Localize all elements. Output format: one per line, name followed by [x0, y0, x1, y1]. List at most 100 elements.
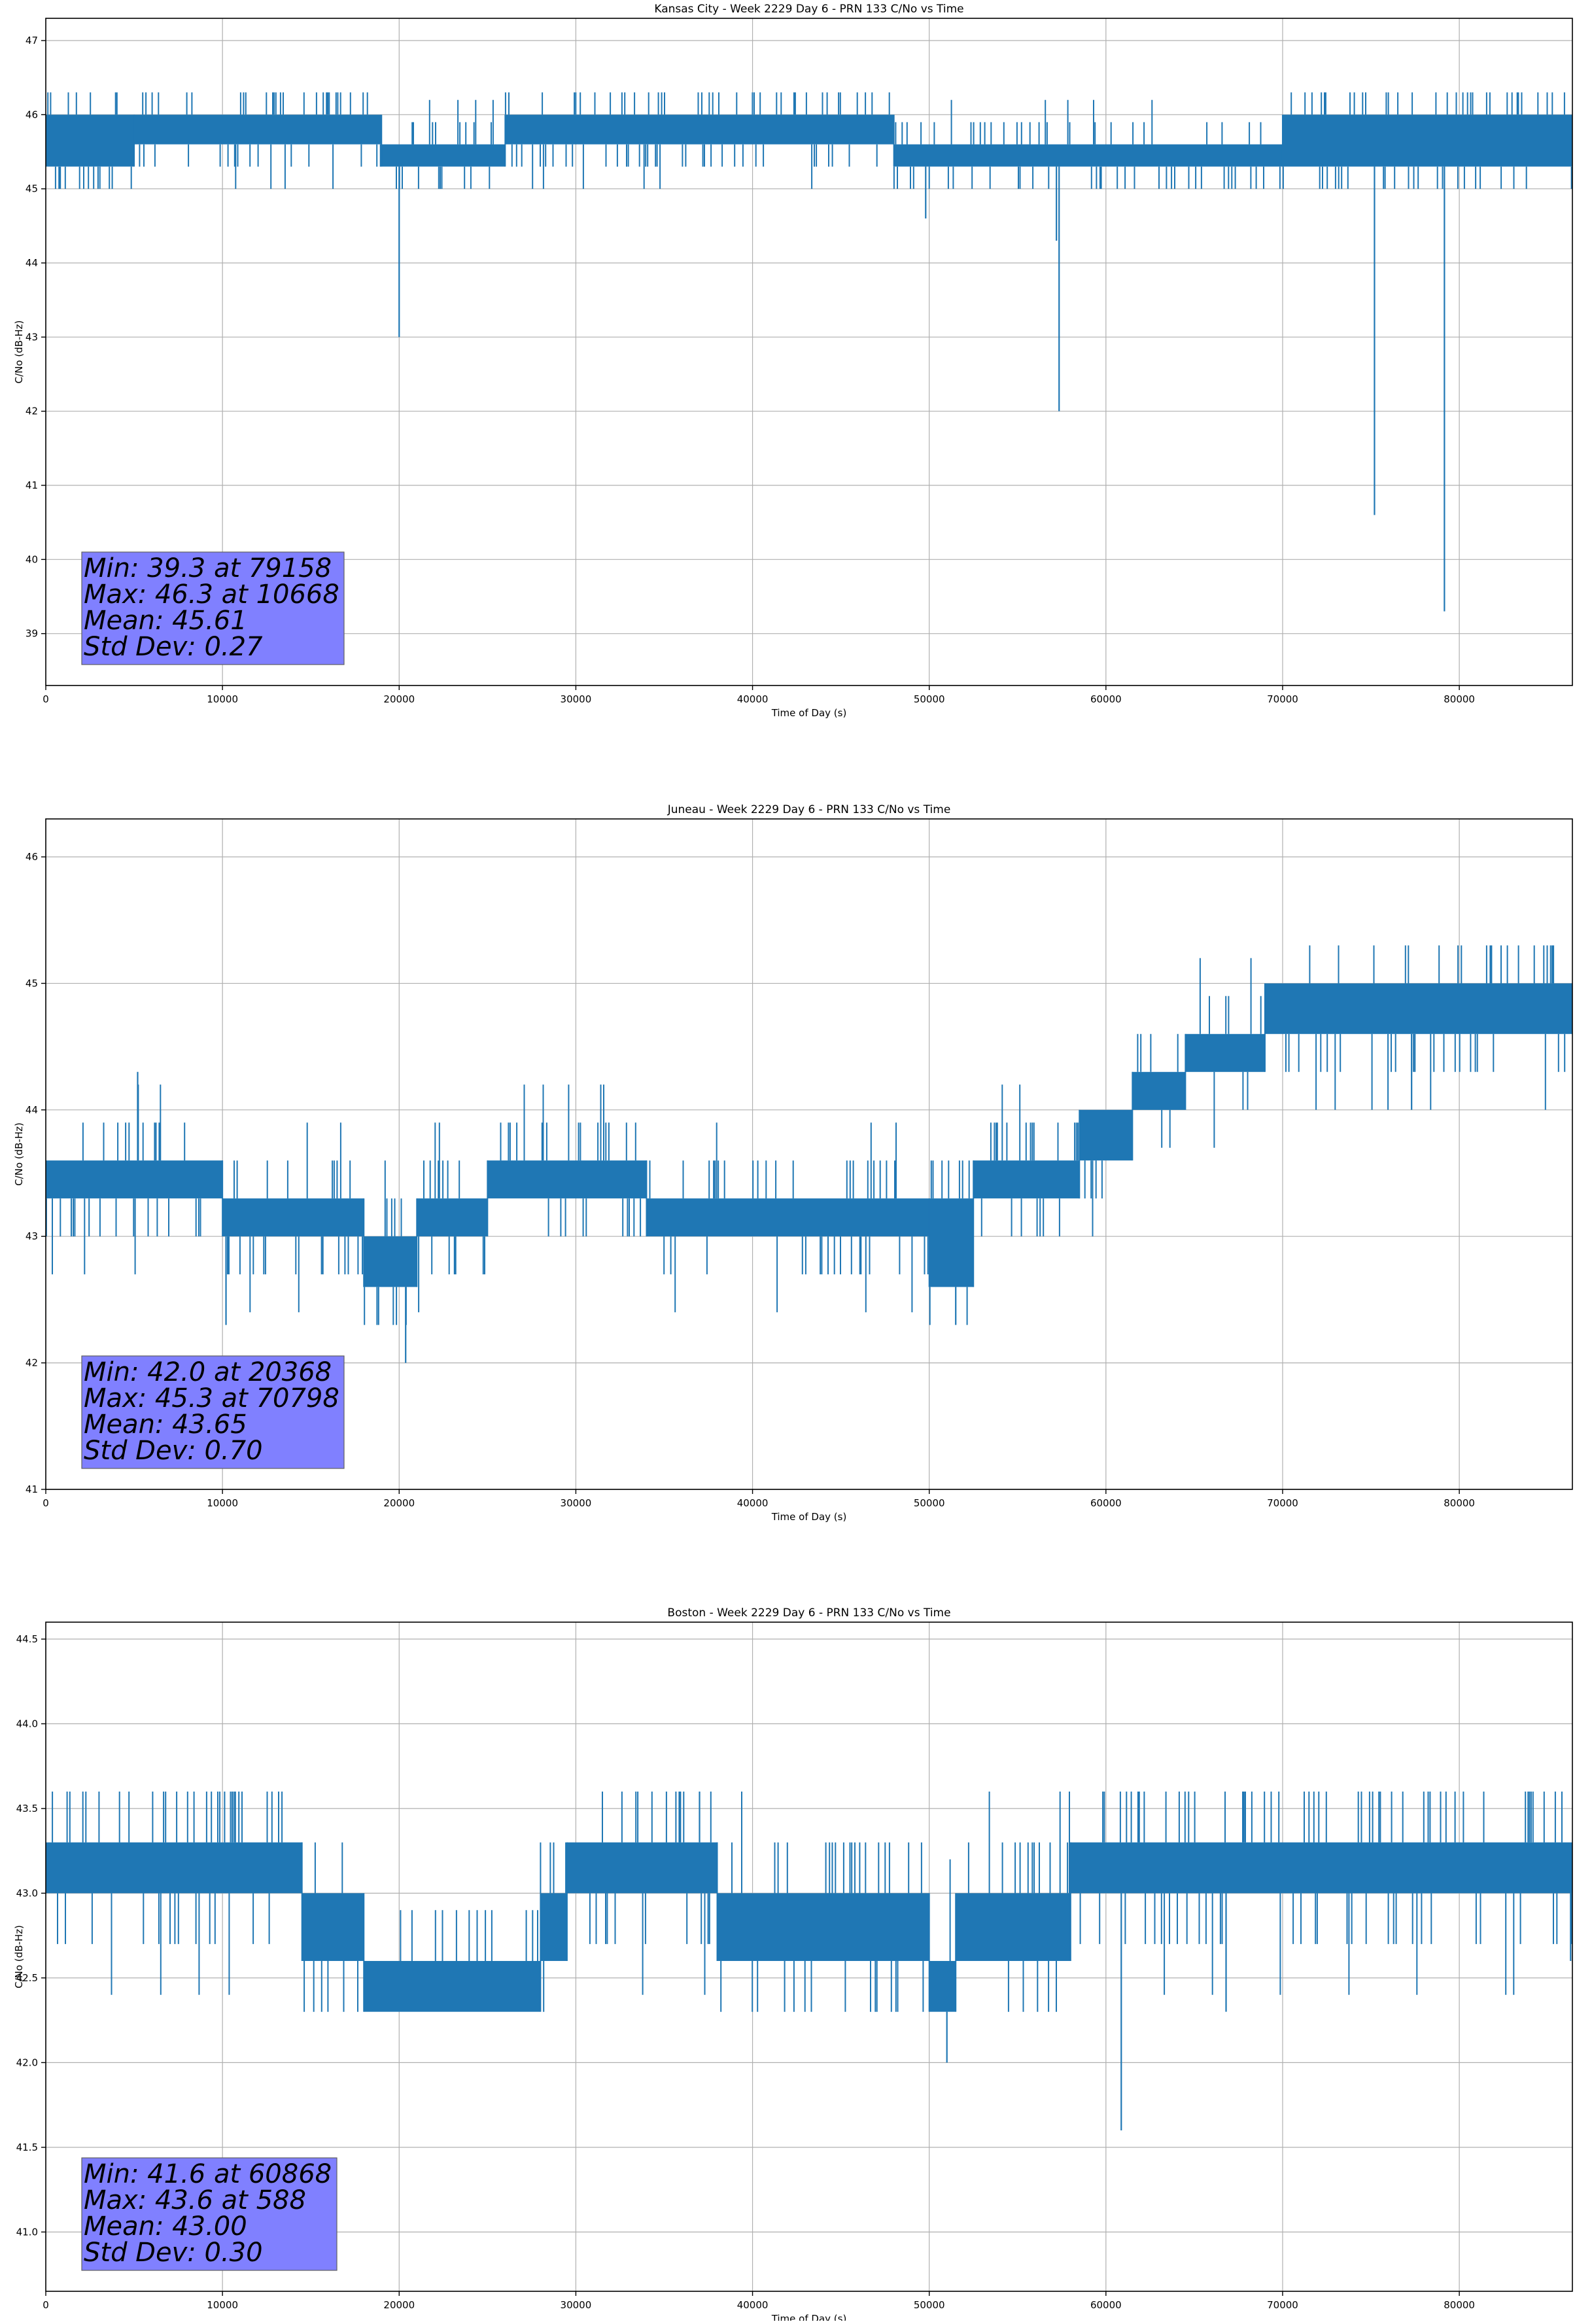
y-axis-label: C/No (dB-Hz): [13, 1122, 25, 1186]
series-band: [1070, 1842, 1572, 1894]
series-noise: [47, 92, 1572, 189]
x-tick-label: 30000: [561, 2299, 592, 2311]
series-band: [1282, 114, 1572, 167]
series-line: [46, 92, 1572, 612]
stats-line: Max: 45.3 at 70798: [84, 1383, 339, 1413]
stats-text: Min: 42.0 at 20368 Max: 45.3 at 70798 Mean…: [84, 1357, 339, 1466]
y-tick-label: 44.5: [16, 1633, 38, 1645]
y-tick-label: 41: [26, 479, 38, 491]
stats-text: Min: 41.6 at 60868 Max: 43.6 at 588 Mean: …: [84, 2159, 332, 2268]
chart-title: Kansas City - Week 2229 Day 6 - PRN 133 …: [654, 3, 963, 16]
y-tick-label: 42: [26, 1357, 38, 1369]
y-tick-label: 42.5: [16, 1972, 38, 1984]
x-tick-label: 40000: [737, 693, 769, 705]
x-tick-label: 50000: [914, 693, 945, 705]
x-tick-label: 30000: [561, 693, 592, 705]
x-tick-label: 80000: [1444, 1497, 1475, 1509]
x-tick-label: 0: [43, 2299, 49, 2311]
stats-line: Std Dev: 0.70: [84, 1436, 263, 1466]
stats-line: Max: 46.3 at 10668: [84, 580, 339, 610]
y-tick-label: 44: [26, 257, 38, 269]
stats-box: [81, 551, 345, 665]
stats-line: Mean: 45.61: [84, 606, 247, 636]
y-tick-label: 41: [26, 1483, 38, 1495]
series-band: [46, 1160, 223, 1199]
series-band: [1185, 1033, 1265, 1072]
stats-line: Mean: 43.65: [84, 1410, 247, 1440]
stats-line: Mean: 43.00: [84, 2211, 247, 2242]
y-tick-label: 44: [26, 1104, 38, 1116]
series-band: [893, 144, 1283, 167]
plot-frame: [45, 1622, 1573, 2292]
stats-box: [81, 2157, 338, 2271]
y-tick-label: 43.0: [16, 1887, 38, 1899]
stats-line: Max: 43.6 at 588: [84, 2185, 306, 2215]
y-tick-label: 40: [26, 553, 38, 565]
x-tick-label: 40000: [737, 1497, 769, 1509]
stats-line: Min: 42.0 at 20368: [84, 1357, 332, 1387]
x-tick-label: 50000: [914, 1497, 945, 1509]
y-tick-label: 39: [26, 628, 38, 640]
series-band: [222, 1198, 364, 1237]
series-band: [540, 1893, 567, 1961]
y-tick-label: 43: [26, 1230, 38, 1242]
series-band: [364, 1236, 417, 1287]
x-tick-label: 10000: [207, 1497, 238, 1509]
y-tick-label: 46: [26, 109, 38, 120]
stats-line: Std Dev: 0.27: [84, 632, 263, 662]
plot-frame: [45, 18, 1573, 686]
series-band: [487, 1160, 647, 1199]
series-band: [46, 1842, 302, 1894]
x-tick-label: 10000: [207, 693, 238, 705]
y-tick-label: 45: [26, 977, 38, 989]
series-band: [1264, 983, 1572, 1034]
series-band: [929, 1960, 956, 2012]
x-tick-label: 0: [43, 693, 49, 705]
x-axis-label: Time of Day (s): [771, 2313, 847, 2321]
stats-line: Min: 41.6 at 60868: [84, 2159, 332, 2189]
series-band: [1132, 1071, 1186, 1110]
x-tick-label: 60000: [1090, 693, 1122, 705]
y-tick-label: 41.5: [16, 2142, 38, 2153]
y-axis-label: C/No (dB-Hz): [13, 321, 25, 384]
stats-line: Std Dev: 0.30: [84, 2238, 263, 2268]
y-tick-label: 44.0: [16, 1718, 38, 1729]
chart-title: Juneau - Week 2229 Day 6 - PRN 133 C/No …: [667, 803, 951, 816]
series-noise: [46, 945, 1566, 1325]
x-axis-label: Time of Day (s): [771, 707, 847, 719]
series-line: [46, 1791, 1572, 2130]
series-band: [364, 1960, 541, 2012]
series-band: [134, 114, 382, 145]
series-band: [417, 1198, 488, 1237]
chart-title: Boston - Week 2229 Day 6 - PRN 133 C/No …: [667, 1606, 950, 1620]
x-axis-label: Time of Day (s): [771, 1511, 847, 1523]
x-tick-label: 40000: [737, 2299, 769, 2311]
y-tick-label: 43: [26, 331, 38, 343]
y-tick-label: 41.0: [16, 2226, 38, 2238]
x-tick-label: 70000: [1267, 1497, 1298, 1509]
series-band: [566, 1842, 718, 1894]
y-tick-label: 46: [26, 851, 38, 863]
x-tick-label: 80000: [1444, 693, 1475, 705]
series-band: [505, 114, 894, 145]
x-tick-label: 20000: [383, 1497, 415, 1509]
x-tick-label: 70000: [1267, 2299, 1298, 2311]
x-tick-label: 60000: [1090, 2299, 1122, 2311]
series-band: [302, 1893, 364, 1961]
x-tick-label: 0: [43, 1497, 49, 1509]
x-tick-label: 10000: [207, 2299, 238, 2311]
x-tick-label: 50000: [914, 2299, 945, 2311]
series-line: [46, 945, 1572, 1363]
series-band: [717, 1893, 929, 1961]
series-band: [1079, 1109, 1133, 1161]
stats-box: [81, 1355, 345, 1469]
series-band: [956, 1893, 1071, 1961]
x-tick-label: 20000: [383, 2299, 415, 2311]
y-tick-label: 42.0: [16, 2056, 38, 2068]
x-tick-label: 70000: [1267, 693, 1298, 705]
plot-frame: [45, 818, 1573, 1490]
series-band: [646, 1198, 929, 1237]
series-noise: [52, 1792, 1572, 2012]
